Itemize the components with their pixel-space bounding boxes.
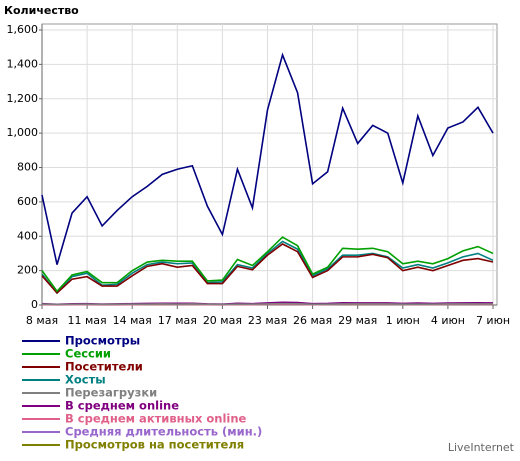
legend-label: Посетители [65,360,143,374]
legend-label: Средняя длительность (мин.) [65,425,262,439]
x-tick-label: 20 мая [203,314,242,327]
y-tick-label: 0 [31,298,38,311]
x-tick-label: 14 мая [113,314,152,327]
x-tick-label: 26 мая [293,314,332,327]
x-tick-label: 8 мая [26,314,58,327]
y-tick-label: 600 [17,195,38,208]
series-line [42,304,493,305]
legend-label: В среднем online [65,399,179,413]
legend-label: В среднем активных online [65,412,247,426]
legend-label: Просмотров на посетителя [65,438,244,452]
x-tick-label: 23 мая [248,314,287,327]
legend-label: Перезагрузки [65,386,157,400]
y-tick-label: 1,400 [7,57,39,70]
y-tick-label: 400 [17,229,38,242]
chart-title: Количество [4,4,79,17]
legend-label: Сессии [65,347,111,361]
y-tick-label: 1,600 [7,23,39,36]
y-tick-label: 800 [17,161,38,174]
legend-label: Просмотры [65,334,140,348]
x-tick-label: 11 мая [68,314,107,327]
legend-label: Хосты [65,373,106,387]
y-tick-label: 1,000 [7,126,39,139]
y-tick-label: 1,200 [7,92,39,105]
watermark: LiveInternet [448,441,515,454]
y-tick-label: 200 [17,264,38,277]
x-tick-label: 4 июн [431,314,465,327]
x-tick-label: 29 мая [338,314,377,327]
x-tick-label: 17 мая [158,314,197,327]
x-tick-label: 7 июн [476,314,510,327]
x-tick-label: 1 июн [386,314,420,327]
